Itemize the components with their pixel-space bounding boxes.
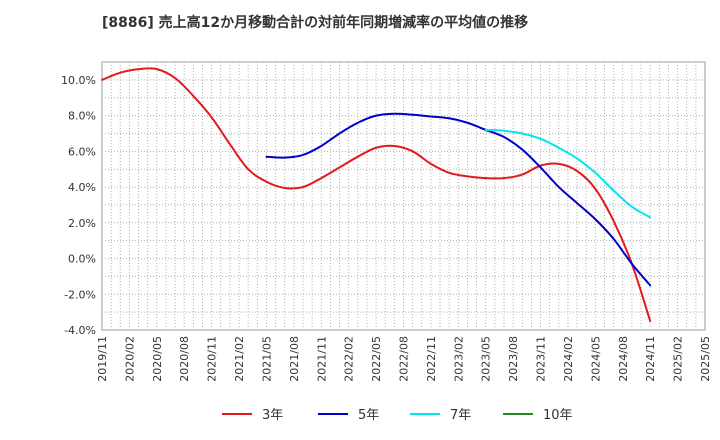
x-tick-label: 2021/08 [288, 336, 301, 382]
chart-title: [8886] 売上高12か月移動合計の対前年同期増減率の平均値の推移 [102, 15, 529, 31]
x-tick-label: 2023/02 [452, 336, 465, 382]
x-tick-label: 2024/02 [562, 336, 575, 382]
x-tick-label: 2025/05 [699, 336, 712, 382]
x-tick-label: 2020/05 [151, 336, 164, 382]
y-tick-label: 8.0% [68, 110, 96, 123]
x-tick-label: 2020/08 [178, 336, 191, 382]
y-tick-label: 0.0% [68, 253, 96, 266]
x-tick-label: 2020/02 [123, 336, 136, 382]
legend-label-3: 7年 [450, 408, 471, 423]
x-tick-label: 2021/05 [260, 336, 273, 382]
legend: 3年 5年 7年 10年 [222, 408, 573, 423]
y-tick-label: 2.0% [68, 217, 96, 230]
x-tick-label: 2023/05 [480, 336, 493, 382]
x-tick-label: 2020/11 [206, 336, 219, 382]
x-tick-label: 2019/11 [96, 336, 109, 382]
legend-label-4: 10年 [543, 408, 573, 423]
x-tick-label: 2022/08 [398, 336, 411, 382]
legend-label-1: 3年 [262, 408, 283, 423]
x-tick-label: 2022/02 [343, 336, 356, 382]
y-tick-label: -4.0% [64, 324, 96, 337]
legend-label-2: 5年 [358, 408, 379, 423]
y-tick-label: 6.0% [68, 145, 96, 158]
series-line-3 [484, 128, 652, 219]
series-line-2 [265, 112, 652, 287]
x-tick-label: 2024/05 [589, 336, 602, 382]
series-line-1 [101, 67, 652, 323]
x-tick-label: 2022/11 [425, 336, 438, 382]
x-tick-label: 2025/02 [672, 336, 685, 382]
x-tick-label: 2024/08 [617, 336, 630, 382]
plot-area [101, 61, 706, 331]
x-tick-label: 2023/08 [507, 336, 520, 382]
axes: 10.0% 8.0% 6.0% 4.0% 2.0% 0.0% -2.0% -4.0%2019/… [61, 74, 712, 382]
x-tick-label: 2024/11 [644, 336, 657, 382]
x-tick-label: 2021/02 [233, 336, 246, 382]
x-tick-label: 2022/05 [370, 336, 383, 382]
y-tick-label: 10.0% [61, 74, 96, 87]
y-tick-label: 4.0% [68, 181, 96, 194]
x-tick-label: 2021/11 [315, 336, 328, 382]
gridlines [101, 61, 706, 331]
series-lines [101, 67, 652, 323]
x-tick-label: 2023/11 [535, 336, 548, 382]
y-tick-label: -2.0% [64, 288, 96, 301]
